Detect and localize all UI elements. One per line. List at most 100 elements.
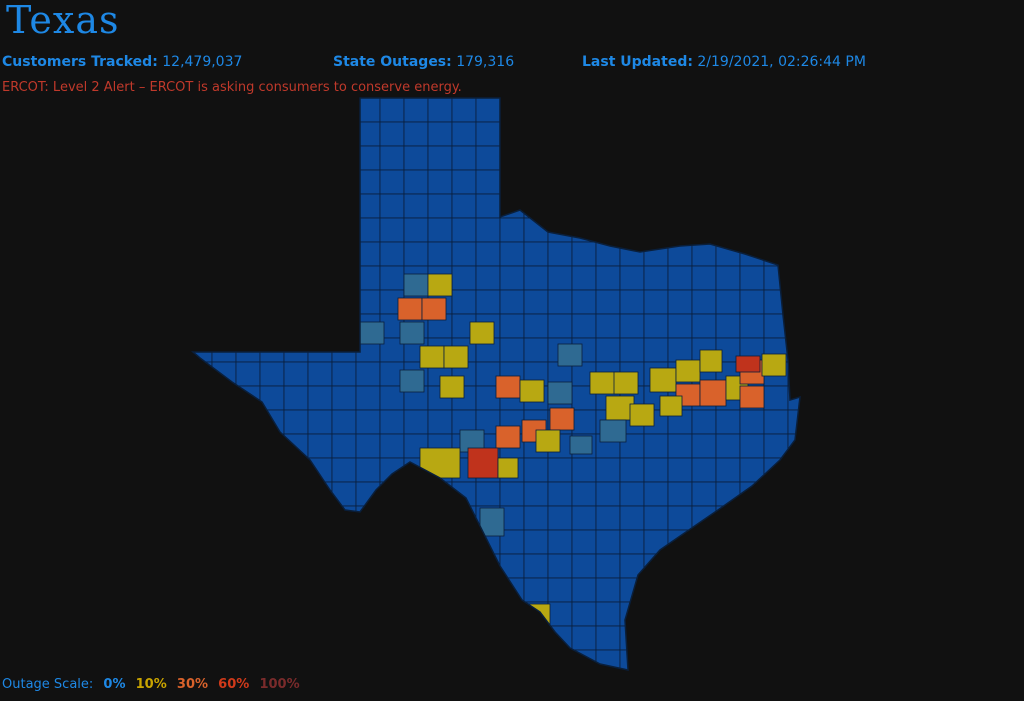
county-outage[interactable] xyxy=(735,355,761,373)
county[interactable] xyxy=(235,433,261,459)
county[interactable] xyxy=(523,98,549,123)
county[interactable] xyxy=(283,337,309,363)
county[interactable] xyxy=(188,481,213,507)
county[interactable] xyxy=(283,289,309,315)
county[interactable] xyxy=(499,241,525,267)
county[interactable] xyxy=(188,649,213,674)
county[interactable] xyxy=(715,289,741,315)
county[interactable] xyxy=(763,217,789,243)
county[interactable] xyxy=(787,505,812,531)
county[interactable] xyxy=(595,169,621,195)
county[interactable] xyxy=(235,193,261,219)
county[interactable] xyxy=(283,361,309,387)
county-outage[interactable] xyxy=(739,385,765,409)
county[interactable] xyxy=(715,169,741,195)
county[interactable] xyxy=(691,649,717,674)
county[interactable] xyxy=(499,313,525,339)
county[interactable] xyxy=(643,601,669,627)
county[interactable] xyxy=(428,674,452,698)
county[interactable] xyxy=(427,481,453,507)
county[interactable] xyxy=(403,625,429,651)
county[interactable] xyxy=(283,313,309,339)
county[interactable] xyxy=(547,577,573,603)
county[interactable] xyxy=(499,601,525,627)
county[interactable] xyxy=(379,625,405,651)
county[interactable] xyxy=(571,169,597,195)
county[interactable] xyxy=(667,289,693,315)
county[interactable] xyxy=(451,289,477,315)
county[interactable] xyxy=(619,98,645,123)
county[interactable] xyxy=(307,241,333,267)
county[interactable] xyxy=(259,409,285,435)
county[interactable] xyxy=(451,601,477,627)
county[interactable] xyxy=(403,409,429,435)
county[interactable] xyxy=(451,193,477,219)
county[interactable] xyxy=(667,265,693,291)
county[interactable] xyxy=(619,649,645,674)
county[interactable] xyxy=(715,601,741,627)
county[interactable] xyxy=(188,529,213,555)
county[interactable] xyxy=(571,553,597,579)
county[interactable] xyxy=(787,98,812,123)
county[interactable] xyxy=(188,385,213,411)
county[interactable] xyxy=(715,121,741,147)
county[interactable] xyxy=(451,625,477,651)
county[interactable] xyxy=(283,649,309,674)
county[interactable] xyxy=(235,145,261,171)
county[interactable] xyxy=(571,193,597,219)
county[interactable] xyxy=(739,145,765,171)
county-outage[interactable] xyxy=(427,273,453,297)
county[interactable] xyxy=(211,98,237,123)
county[interactable] xyxy=(739,169,765,195)
county[interactable] xyxy=(619,217,645,243)
county[interactable] xyxy=(331,361,357,387)
county[interactable] xyxy=(283,217,309,243)
county[interactable] xyxy=(547,601,573,627)
county[interactable] xyxy=(499,193,525,219)
county[interactable] xyxy=(763,457,789,483)
county[interactable] xyxy=(211,649,237,674)
county[interactable] xyxy=(283,265,309,291)
county[interactable] xyxy=(499,145,525,171)
county[interactable] xyxy=(283,601,309,627)
county[interactable] xyxy=(307,98,333,123)
county[interactable] xyxy=(235,649,261,674)
county[interactable] xyxy=(259,265,285,291)
county[interactable] xyxy=(403,169,429,195)
county-outage[interactable] xyxy=(479,507,505,537)
county[interactable] xyxy=(547,169,573,195)
county[interactable] xyxy=(787,289,812,315)
county[interactable] xyxy=(643,577,669,603)
county[interactable] xyxy=(571,457,597,483)
county[interactable] xyxy=(235,169,261,195)
county[interactable] xyxy=(211,409,237,435)
county[interactable] xyxy=(787,433,812,459)
county[interactable] xyxy=(259,649,285,674)
county[interactable] xyxy=(379,265,405,291)
county[interactable] xyxy=(571,265,597,291)
county[interactable] xyxy=(547,241,573,267)
county[interactable] xyxy=(283,193,309,219)
county[interactable] xyxy=(715,145,741,171)
county-outage[interactable] xyxy=(467,447,499,479)
county[interactable] xyxy=(307,409,333,435)
county[interactable] xyxy=(427,505,453,531)
county[interactable] xyxy=(283,481,309,507)
county[interactable] xyxy=(331,433,357,459)
county[interactable] xyxy=(211,553,237,579)
county[interactable] xyxy=(739,433,765,459)
county[interactable] xyxy=(211,601,237,627)
county[interactable] xyxy=(595,337,621,363)
county[interactable] xyxy=(691,625,717,651)
county[interactable] xyxy=(379,505,405,531)
county[interactable] xyxy=(715,241,741,267)
county[interactable] xyxy=(523,169,549,195)
county[interactable] xyxy=(547,313,573,339)
county[interactable] xyxy=(571,145,597,171)
county[interactable] xyxy=(188,433,213,459)
county[interactable] xyxy=(787,337,812,363)
county[interactable] xyxy=(595,313,621,339)
county[interactable] xyxy=(691,553,717,579)
county[interactable] xyxy=(451,98,477,123)
county[interactable] xyxy=(188,457,213,483)
